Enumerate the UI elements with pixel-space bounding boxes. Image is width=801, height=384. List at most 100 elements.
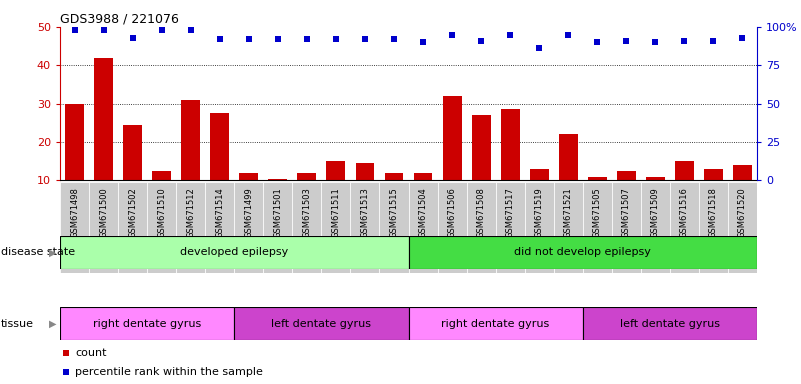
Text: GSM671510: GSM671510 (157, 187, 166, 238)
Text: GSM671518: GSM671518 (709, 187, 718, 238)
Bar (89, 182, 118, 273)
Bar (205, 182, 234, 273)
Point (453, 281, 465, 287)
Bar (380, 182, 409, 273)
Bar (60, 307, 234, 340)
Bar (409, 182, 437, 273)
Text: GSM671515: GSM671515 (389, 187, 398, 238)
Bar (297, 173, 316, 219)
Point (300, 36, 313, 42)
Text: percentile rank within the sample: percentile rank within the sample (75, 367, 264, 377)
Bar (443, 96, 461, 219)
Text: GSM671521: GSM671521 (564, 187, 573, 238)
Point (68, 27, 81, 33)
Point (445, 31, 458, 38)
Text: left dentate gyrus: left dentate gyrus (620, 318, 720, 329)
Text: GSM671501: GSM671501 (273, 187, 282, 238)
Point (736, 35, 749, 41)
Point (359, 36, 372, 42)
Point (97, 27, 110, 33)
Bar (268, 179, 288, 219)
Text: GDS3988 / 221076: GDS3988 / 221076 (60, 13, 179, 26)
Text: GSM671503: GSM671503 (303, 187, 312, 238)
Bar (553, 182, 582, 273)
Bar (264, 182, 292, 273)
Text: developed epilepsy: developed epilepsy (180, 247, 288, 258)
Bar (60, 236, 409, 269)
Bar (501, 109, 520, 219)
Text: GSM671505: GSM671505 (593, 187, 602, 238)
Point (678, 38, 690, 44)
Text: GSM671499: GSM671499 (244, 187, 253, 238)
Bar (409, 236, 757, 269)
Bar (234, 307, 409, 340)
Bar (698, 182, 728, 273)
Text: GSM671509: GSM671509 (651, 187, 660, 238)
Text: GSM671519: GSM671519 (535, 187, 544, 238)
Text: GSM671502: GSM671502 (128, 187, 137, 238)
Bar (413, 173, 433, 219)
Text: GSM671514: GSM671514 (215, 187, 224, 238)
Bar (472, 115, 490, 219)
Point (649, 39, 662, 45)
Text: GSM671506: GSM671506 (448, 187, 457, 238)
Point (388, 36, 400, 42)
Point (562, 31, 574, 38)
Text: GSM671512: GSM671512 (187, 187, 195, 238)
Text: count: count (75, 348, 107, 358)
Bar (641, 182, 670, 273)
Bar (327, 161, 345, 219)
Bar (123, 125, 142, 219)
Bar (733, 165, 752, 219)
Point (213, 36, 226, 42)
Bar (704, 169, 723, 219)
Text: GSM671504: GSM671504 (419, 187, 428, 238)
Point (504, 31, 517, 38)
Bar (466, 182, 496, 273)
Text: disease state: disease state (1, 247, 75, 258)
Bar (617, 171, 636, 219)
Bar (292, 182, 321, 273)
Bar (181, 100, 200, 219)
Bar (525, 182, 553, 273)
Bar (118, 182, 147, 273)
Text: ▶: ▶ (50, 247, 57, 258)
Bar (437, 182, 466, 273)
Bar (95, 58, 113, 219)
Text: GSM671513: GSM671513 (360, 187, 369, 238)
Text: ▶: ▶ (50, 318, 57, 329)
Point (155, 27, 168, 33)
Bar (176, 182, 205, 273)
Bar (582, 182, 612, 273)
Point (707, 38, 720, 44)
Text: left dentate gyrus: left dentate gyrus (272, 318, 372, 329)
Bar (152, 171, 171, 219)
Bar (496, 182, 525, 273)
Text: GSM671498: GSM671498 (70, 187, 79, 238)
Bar (384, 173, 404, 219)
Bar (234, 182, 264, 273)
Bar (529, 169, 549, 219)
Text: GSM671500: GSM671500 (99, 187, 108, 238)
Bar (675, 161, 694, 219)
Bar (728, 182, 757, 273)
Text: GSM671520: GSM671520 (738, 187, 747, 238)
Point (127, 35, 139, 41)
Bar (211, 113, 229, 219)
Bar (612, 182, 641, 273)
Bar (60, 182, 89, 273)
Bar (239, 173, 258, 219)
Bar (559, 134, 578, 219)
Text: GSM671507: GSM671507 (622, 187, 630, 238)
Bar (147, 182, 176, 273)
Point (184, 27, 197, 33)
Text: did not develop epilepsy: did not develop epilepsy (514, 247, 651, 258)
Text: tissue: tissue (1, 318, 34, 329)
Point (243, 36, 256, 42)
Bar (350, 182, 380, 273)
Bar (588, 177, 606, 219)
Point (591, 39, 604, 45)
Point (533, 45, 545, 51)
Point (329, 36, 342, 42)
Bar (65, 104, 84, 219)
